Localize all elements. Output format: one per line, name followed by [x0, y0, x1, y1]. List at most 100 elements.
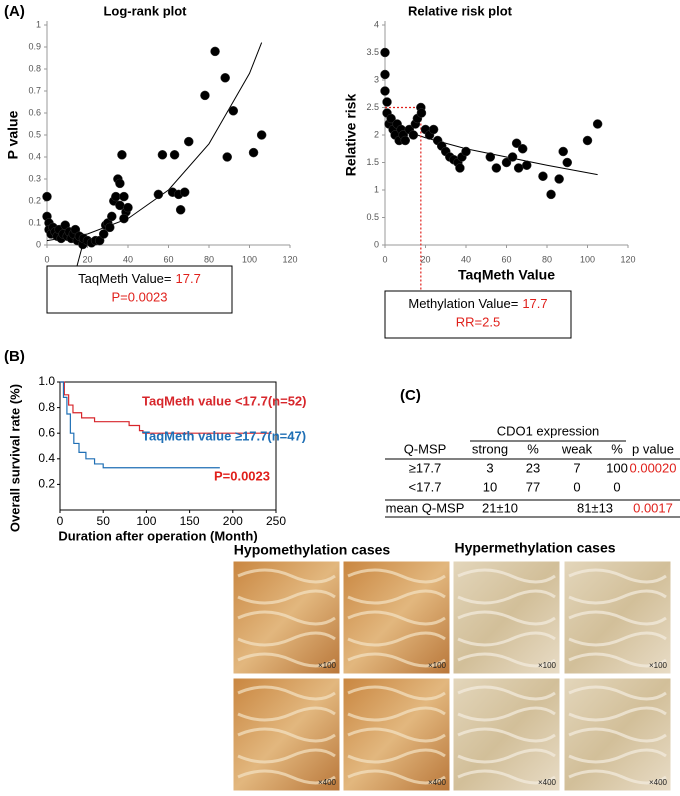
callout-pointer — [76, 241, 84, 267]
table-cell: 77 — [526, 479, 540, 494]
magnification: ×100 — [318, 661, 337, 670]
point — [538, 171, 548, 181]
survival-curve — [60, 381, 272, 434]
point — [513, 163, 524, 173]
point — [169, 150, 180, 160]
x-tick-label: 150 — [180, 514, 200, 528]
point — [416, 108, 427, 118]
x-tick-label: 50 — [97, 514, 111, 528]
image-group-title: Hypomethylation cases — [234, 542, 391, 558]
table-cell: 10 — [483, 479, 497, 494]
point — [220, 73, 230, 83]
point — [222, 152, 232, 162]
y-tick-label: 0.9 — [28, 41, 41, 51]
tissue-texture — [457, 748, 556, 764]
image-group-title: Hypermethylation cases — [454, 540, 615, 556]
x-tick-label: 20 — [82, 254, 92, 264]
point — [455, 163, 465, 173]
magnification: ×400 — [318, 778, 337, 787]
table-cell: 0 — [613, 479, 620, 494]
point — [157, 150, 168, 160]
x-tick-label: 120 — [282, 254, 297, 264]
point — [522, 160, 532, 170]
x-tick-label: 0 — [382, 254, 387, 264]
y-tick-label: 0.2 — [38, 477, 55, 491]
x-tick-label: 60 — [163, 254, 173, 264]
tissue-texture — [237, 727, 336, 743]
tissue-texture — [457, 589, 556, 605]
trendline — [46, 42, 263, 242]
magnification: ×400 — [538, 778, 557, 787]
table-cell: 0 — [573, 479, 580, 494]
point — [485, 152, 496, 162]
chart-title: Relative risk plot — [408, 3, 513, 18]
p-value: P=0.0023 — [214, 468, 270, 483]
callout-box — [46, 265, 233, 314]
tissue-texture — [347, 748, 446, 764]
x-axis-label: TaqMeth Value — [458, 267, 555, 283]
x-tick-label: 250 — [266, 514, 286, 528]
y-tick-label: 1 — [36, 19, 41, 29]
table-cell: 3 — [486, 460, 493, 475]
point — [184, 136, 194, 147]
point — [408, 130, 419, 140]
tissue-texture — [347, 685, 446, 701]
x-tick-label: 100 — [242, 254, 257, 264]
tissue-texture — [347, 610, 446, 626]
magnification: ×400 — [649, 778, 668, 787]
table-header: strong — [472, 441, 508, 456]
y-tick-label: 0.4 — [38, 451, 55, 465]
callout-text: TaqMeth Value= 17.7 — [78, 271, 201, 286]
tissue-texture — [568, 610, 667, 626]
table-cell: 100 — [606, 460, 628, 475]
tissue-texture — [457, 685, 556, 701]
point — [107, 211, 117, 222]
point — [380, 47, 390, 58]
tissue-texture — [347, 706, 446, 722]
point — [501, 157, 512, 168]
y-tick-label: 0.8 — [28, 63, 41, 73]
point — [386, 113, 396, 124]
table-cell: 0.00020 — [630, 460, 677, 475]
table-cell: 0.0017 — [633, 500, 673, 515]
magnification: ×400 — [428, 778, 447, 787]
callout-text: Methylation Value= 17.7 — [408, 296, 547, 311]
point — [558, 146, 568, 157]
y-tick-label: 4 — [374, 19, 379, 29]
y-tick-label: 0.5 — [366, 212, 379, 222]
tissue-texture — [347, 769, 446, 785]
point — [554, 174, 564, 184]
tissue-texture — [457, 568, 556, 584]
x-tick-label: 60 — [501, 254, 511, 264]
callout-label: TaqMeth Value= — [78, 271, 171, 286]
y-tick-label: 3.5 — [366, 47, 379, 57]
chart-title: Log-rank plot — [103, 3, 187, 18]
table-cell: 21±10 — [482, 500, 518, 515]
callout-value: 17.7 — [522, 296, 547, 311]
legend-label: TaqMeth value ≥17.7(n=47) — [142, 428, 306, 443]
trendline — [384, 123, 598, 176]
tissue-texture — [568, 589, 667, 605]
x-tick-label: 0 — [57, 514, 64, 528]
point — [117, 150, 127, 160]
tissue-texture — [568, 685, 667, 701]
tissue-texture — [237, 769, 336, 785]
table-group-header: CDO1 expression — [497, 423, 600, 438]
tissue-texture — [568, 706, 667, 722]
x-tick-label: 100 — [136, 514, 156, 528]
x-tick-label: 0 — [44, 254, 49, 264]
x-tick-label: 120 — [620, 254, 635, 264]
y-tick-label: 0.3 — [28, 173, 41, 183]
y-tick-label: 2 — [374, 129, 379, 139]
point — [248, 147, 259, 158]
tissue-texture — [237, 706, 336, 722]
y-tick-label: 1.5 — [366, 157, 379, 167]
panel-label: (C) — [400, 387, 421, 404]
point — [382, 97, 392, 107]
x-tick-label: 40 — [123, 254, 133, 264]
legend-label: TaqMeth value <17.7(n=52) — [142, 393, 307, 408]
tissue-texture — [347, 631, 446, 647]
tissue-texture — [568, 568, 667, 584]
tissue-texture — [237, 610, 336, 626]
table-cell: ≥17.7 — [409, 460, 441, 475]
